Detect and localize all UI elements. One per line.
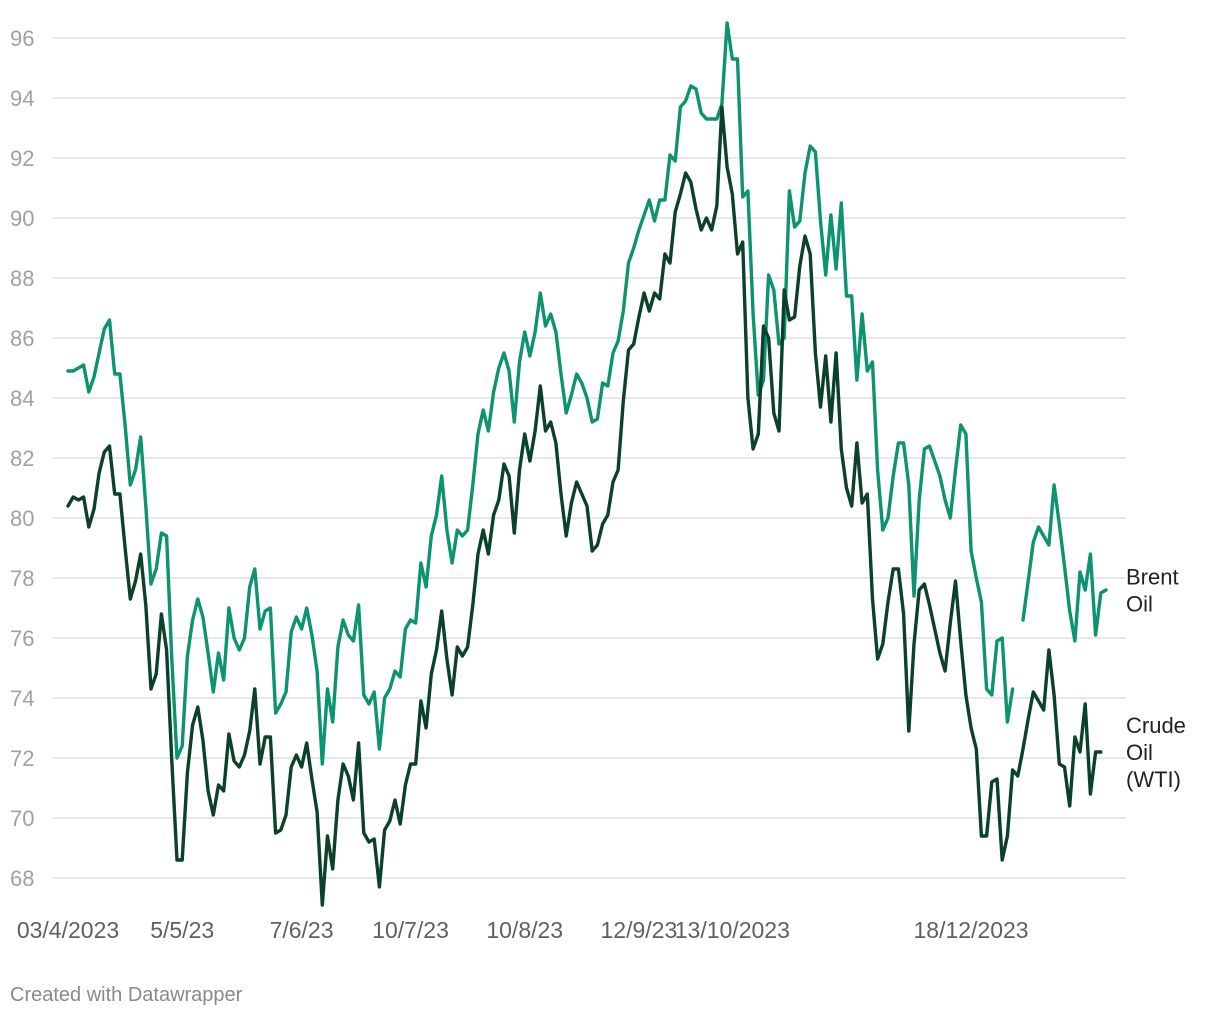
y-tick-label: 80 [10, 506, 34, 531]
y-tick-label: 94 [10, 86, 34, 111]
y-tick-label: 74 [10, 686, 34, 711]
y-tick-label: 92 [10, 146, 34, 171]
gridlines [52, 37, 1126, 879]
series-label-1: Crude Oil (WTI) [1126, 713, 1186, 792]
x-tick-label: 10/8/23 [486, 917, 563, 943]
y-tick-label: 76 [10, 626, 34, 651]
x-tick-label: 12/9/23 [601, 917, 678, 943]
y-tick-label: 88 [10, 266, 34, 291]
x-tick-label: 18/12/2023 [913, 917, 1028, 943]
y-tick-label: 96 [10, 26, 34, 51]
y-tick-label: 78 [10, 566, 34, 591]
y-axis: 68 70 72 74 76 78 80 82 84 86 88 90 92 94 96 [10, 26, 34, 891]
series-line-1 [66, 105, 1103, 907]
y-tick-label: 68 [10, 866, 34, 891]
y-tick-label: 72 [10, 746, 34, 771]
series-lines [66, 21, 1108, 907]
credit-text: Created with Datawrapper [10, 984, 243, 1006]
y-tick-label: 86 [10, 326, 34, 351]
y-tick-label: 82 [10, 446, 34, 471]
series-label-0: Brent Oil [1126, 565, 1179, 617]
y-tick-label: 70 [10, 806, 34, 831]
y-tick-label: 84 [10, 386, 34, 411]
series-line-0 [66, 21, 1108, 766]
x-tick-label: 7/6/23 [270, 917, 334, 943]
x-tick-label: 03/4/2023 [17, 917, 119, 943]
series-labels: Brent Oil Crude Oil (WTI) [1126, 565, 1186, 793]
x-tick-label: 13/10/2023 [675, 917, 790, 943]
y-tick-label: 90 [10, 206, 34, 231]
x-tick-label: 5/5/23 [150, 917, 214, 943]
x-axis: 03/4/2023 5/5/23 7/6/23 10/7/23 10/8/23 12/9/… [17, 917, 1029, 943]
x-tick-label: 10/7/23 [372, 917, 449, 943]
